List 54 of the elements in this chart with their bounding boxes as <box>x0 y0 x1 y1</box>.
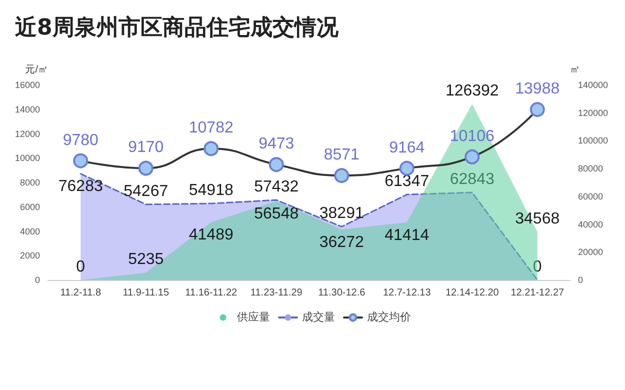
y2-tick-label: 40000 <box>578 219 604 230</box>
data-label: 5235 <box>128 251 164 268</box>
data-label: 9473 <box>258 136 294 153</box>
legend-label: 供应量 <box>237 310 270 324</box>
y2-axis-title: ㎡ <box>570 64 580 76</box>
y-tick-label: 12000 <box>14 128 40 139</box>
x-tick-label: 11.9-11.15 <box>122 288 170 298</box>
x-tick-label: 12.14-12.20 <box>445 288 500 298</box>
data-label: 61347 <box>384 173 430 190</box>
x-tick-label: 12.21-12.27 <box>510 288 564 298</box>
y-tick-label: 0 <box>34 275 40 285</box>
y2-tick-label: 140000 <box>578 80 608 90</box>
legend-label: 成交均价 <box>367 310 411 324</box>
data-label: 8571 <box>324 146 360 164</box>
y-tick-label: 6000 <box>20 202 40 212</box>
y2-tick-label: 80000 <box>578 164 604 174</box>
data-label: 54267 <box>124 182 168 200</box>
data-label: 0 <box>76 258 86 276</box>
data-label: 0 <box>532 258 542 276</box>
y-tick-label: 2000 <box>20 250 40 261</box>
data-label: 54918 <box>188 182 234 200</box>
data-label: 57432 <box>254 178 299 196</box>
data-label: 126392 <box>445 82 499 100</box>
y2-tick-label: 120000 <box>578 108 608 118</box>
y-tick-label: 10000 <box>14 153 40 164</box>
y-axis-title: 元/㎡ <box>25 64 48 76</box>
y2-tick-label: 100000 <box>578 136 608 146</box>
x-tick-label: 12.7-12.13 <box>382 288 432 298</box>
y-tick-label: 4000 <box>20 226 40 236</box>
data-label: 62843 <box>450 170 494 188</box>
y2-tick-label: 0 <box>578 275 584 285</box>
y2-tick-label: 60000 <box>578 191 604 202</box>
data-label: 41414 <box>384 226 430 244</box>
data-label: 9780 <box>62 132 99 149</box>
data-label: 56548 <box>254 206 299 223</box>
y-tick-label: 14000 <box>14 104 40 114</box>
chart-title: 近8周泉州市区商品住宅成交情况 <box>14 14 340 40</box>
y2-tick-label: 20000 <box>578 247 604 258</box>
x-tick-label: 11.30-12.6 <box>318 288 366 298</box>
y-tick-label: 8000 <box>20 178 40 188</box>
data-label: 76283 <box>58 178 103 196</box>
data-label: 9164 <box>389 139 425 156</box>
x-tick-label: 11.23-11.29 <box>250 288 303 298</box>
data-label: 38291 <box>319 205 364 222</box>
legend-label: 成交量 <box>302 310 335 324</box>
data-label: 34568 <box>515 210 560 228</box>
x-tick-label: 11.2-11.8 <box>60 288 102 298</box>
y-tick-label: 16000 <box>14 80 40 90</box>
data-label: 10782 <box>188 120 234 137</box>
data-label: 36272 <box>319 234 364 251</box>
x-tick-label: 11.16-11.22 <box>185 288 238 298</box>
data-label: 13988 <box>515 80 560 98</box>
data-label: 41489 <box>188 226 234 244</box>
data-label: 9170 <box>128 139 164 156</box>
